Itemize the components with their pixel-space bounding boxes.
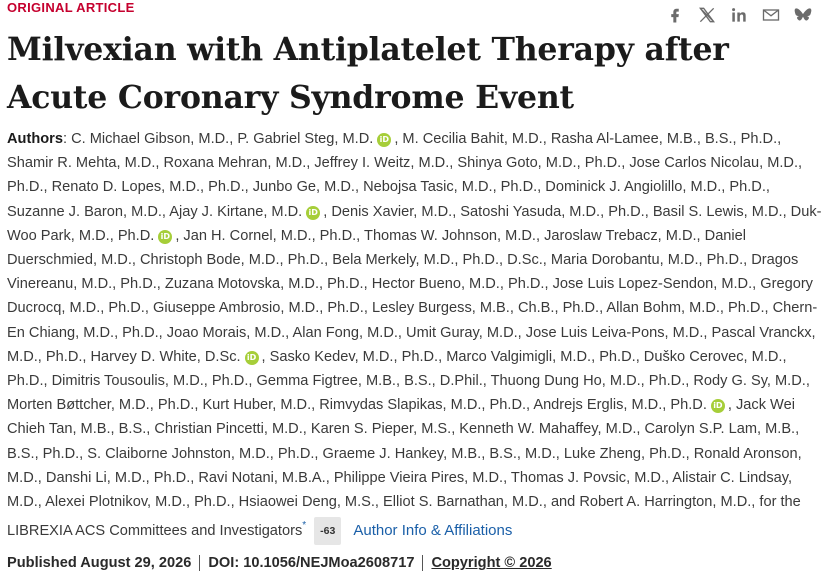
orcid-icon[interactable]: iD [306,205,321,220]
orcid-icon[interactable]: iD [710,399,725,414]
authors-label: Authors [7,131,63,147]
copyright-link[interactable]: Copyright © 2026 [431,555,552,571]
article-type-label: ORIGINAL ARTICLE [7,0,135,15]
linkedin-icon[interactable] [728,4,750,26]
article-title: Milvexian with Antiplatelet Therapy afte… [7,31,729,116]
divider [199,555,201,571]
author-footnote-asterisk: * [302,520,307,532]
divider [422,555,424,571]
x-icon[interactable] [696,4,718,26]
author-list: Authors: C. Michael Gibson, M.D., P. Gab… [7,127,825,546]
doi-text[interactable]: DOI: 10.1056/NEJMoa2608717 [208,555,415,571]
orcid-icon[interactable]: iD [244,350,259,365]
published-date: Published August 29, 2026 [7,555,192,571]
orcid-icon[interactable]: iD [377,133,392,147]
author-names-5[interactable]: , Sasko Kedev, M.D., Ph.D., Marco Valgim… [7,348,810,414]
bluesky-icon[interactable] [792,4,814,26]
author-names-1[interactable]: C. Michael Gibson, M.D., P. Gabriel Steg… [71,131,374,147]
email-icon[interactable] [760,4,782,26]
publication-info-bar: Published August 29, 2026 DOI: 10.1056/N… [7,555,552,571]
authors-label-colon: : [62,131,68,147]
orcid-icon[interactable]: iD [158,229,173,244]
author-count-badge[interactable]: -63 [314,517,342,546]
author-affiliations-link[interactable]: Author Info & Affiliations [353,522,513,540]
author-names-3[interactable]: , Denis Xavier, M.D., Satoshi Yasuda, M.… [7,203,822,244]
facebook-icon[interactable] [664,4,686,26]
author-names-6[interactable]: , Jack Wei Chieh Tan, M.B., B.S., Christ… [7,397,802,540]
author-names-4[interactable]: , Jan H. Cornel, M.D., Ph.D., Thomas W. … [7,227,818,365]
share-toolbar [664,4,814,26]
author-names-2[interactable]: , M. Cecilia Bahit, M.D., Rasha Al-Lamee… [7,131,803,220]
